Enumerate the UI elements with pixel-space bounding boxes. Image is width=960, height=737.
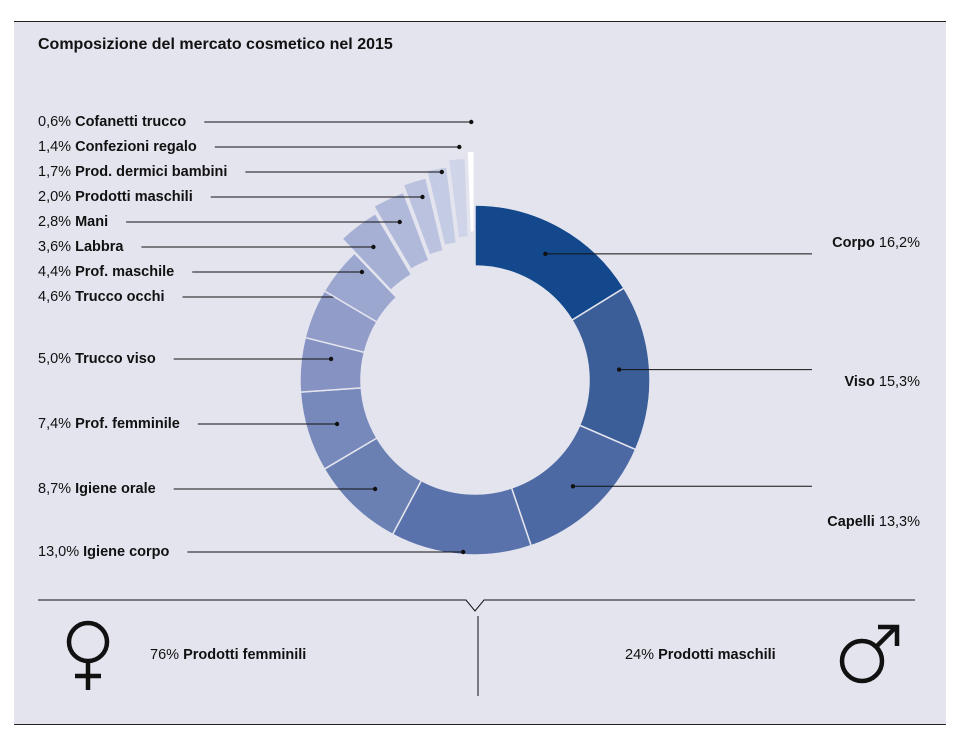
label-name: Prof. maschile xyxy=(75,264,175,280)
label-name: Labbra xyxy=(75,239,124,255)
label-value: 15,3% xyxy=(878,374,920,390)
slice-label: 13,0% Igiene corpo xyxy=(38,543,169,561)
label-value: 4,6% xyxy=(38,289,72,305)
male-percent: 24% xyxy=(625,647,655,663)
chart-panel xyxy=(14,21,946,725)
female-summary: 76% Prodotti femminili xyxy=(150,647,306,663)
label-value: 8,7% xyxy=(38,481,72,497)
label-value: 13,0% xyxy=(38,544,80,560)
label-name: Mani xyxy=(75,214,109,230)
label-value: 0,6% xyxy=(38,114,72,130)
slice-prof-maschile xyxy=(323,252,398,323)
slice-label: Capelli 13,3% xyxy=(827,513,920,531)
label-value: 5,0% xyxy=(38,351,72,367)
slice-labbra xyxy=(341,212,413,292)
label-value: 1,7% xyxy=(38,164,72,180)
label-value: 2,0% xyxy=(38,189,72,205)
label-name: Corpo xyxy=(832,235,875,251)
label-value: 13,3% xyxy=(878,514,920,530)
male-symbol-icon xyxy=(839,624,900,684)
label-name: Prod. dermici bambini xyxy=(75,164,228,180)
slice-viso xyxy=(570,287,651,451)
label-name: Viso xyxy=(844,374,875,390)
slice-cofanetti-trucco xyxy=(466,150,476,233)
label-name: Confezioni regalo xyxy=(75,139,197,155)
slice-label: 8,7% Igiene orale xyxy=(38,480,156,498)
slice-label: 1,4% Confezioni regalo xyxy=(38,138,197,156)
female-percent: 76% xyxy=(150,647,180,663)
slice-mani xyxy=(372,191,430,271)
chart-title: Composizione del mercato cosmetico nel 2… xyxy=(38,36,393,53)
label-name: Cofanetti trucco xyxy=(75,114,187,130)
label-name: Igiene orale xyxy=(75,481,156,497)
slice-prod-dermici-bambini xyxy=(425,166,458,247)
slice-label: Corpo 16,2% xyxy=(832,234,920,252)
summary-divider xyxy=(38,599,915,612)
slice-label: 4,6% Trucco occhi xyxy=(38,288,165,306)
label-name: Capelli xyxy=(827,514,875,530)
slice-label: Viso 15,3% xyxy=(844,373,920,391)
label-value: 3,6% xyxy=(38,239,72,255)
label-name: Trucco occhi xyxy=(75,289,165,305)
male-summary: 24% Prodotti maschili xyxy=(625,647,776,663)
label-value: 1,4% xyxy=(38,139,72,155)
female-symbol-icon xyxy=(66,620,110,690)
slice-label: 4,4% Prof. maschile xyxy=(38,263,174,281)
slice-label: 1,7% Prod. dermici bambini xyxy=(38,163,227,181)
label-value: 16,2% xyxy=(878,235,920,251)
label-name: Trucco viso xyxy=(75,351,156,367)
slice-label: 2,8% Mani xyxy=(38,213,108,231)
label-name: Prof. femminile xyxy=(75,416,180,432)
label-value: 2,8% xyxy=(38,214,72,230)
slice-label: 3,6% Labbra xyxy=(38,238,123,256)
female-label: Prodotti femminili xyxy=(183,647,307,663)
male-label: Prodotti maschili xyxy=(658,647,776,663)
slice-label: 2,0% Prodotti maschili xyxy=(38,188,193,206)
slice-confezioni-regalo xyxy=(447,157,470,239)
label-name: Igiene corpo xyxy=(83,544,170,560)
label-name: Prodotti maschili xyxy=(75,189,193,205)
label-value: 4,4% xyxy=(38,264,72,280)
label-value: 7,4% xyxy=(38,416,72,432)
slice-label: 5,0% Trucco viso xyxy=(38,350,156,368)
slice-label: 0,6% Cofanetti trucco xyxy=(38,113,186,131)
slice-label: 7,4% Prof. femminile xyxy=(38,415,180,433)
